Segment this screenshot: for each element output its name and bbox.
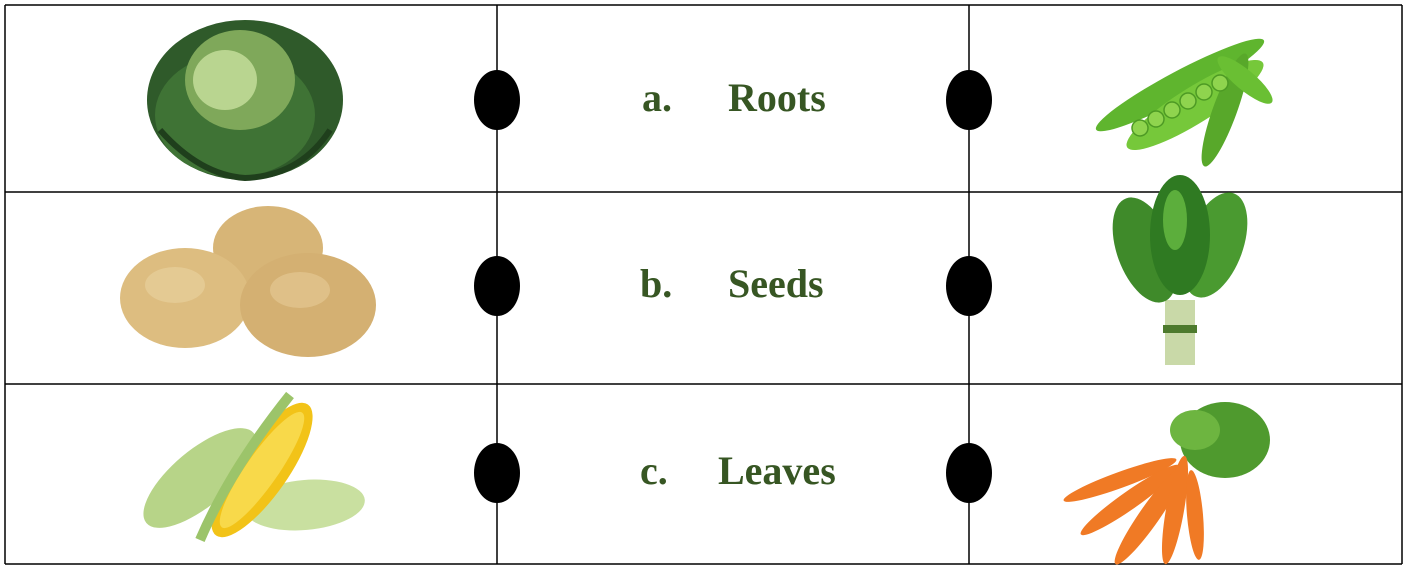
spinach-image (1112, 175, 1248, 365)
item-letter: a. (642, 75, 672, 120)
item-word: Roots (728, 75, 826, 120)
cabbage-image (147, 20, 343, 182)
dot[interactable] (474, 443, 520, 503)
carrots-image (1063, 402, 1270, 565)
item-word: Leaves (718, 448, 836, 493)
corn-image (143, 391, 365, 542)
item-letter: b. (640, 261, 672, 306)
dot[interactable] (946, 443, 992, 503)
item-letter: c. (640, 448, 668, 493)
dot[interactable] (946, 70, 992, 130)
item-word: Seeds (728, 261, 824, 306)
dot[interactable] (946, 256, 992, 316)
table-grid (4, 4, 1403, 565)
dot[interactable] (474, 70, 520, 130)
potatoes-image (120, 206, 376, 357)
labels: a. Roots b. Seeds c. Leaves (640, 75, 836, 493)
matching-dots (474, 70, 992, 503)
peas-image (1095, 38, 1273, 167)
dot[interactable] (474, 256, 520, 316)
